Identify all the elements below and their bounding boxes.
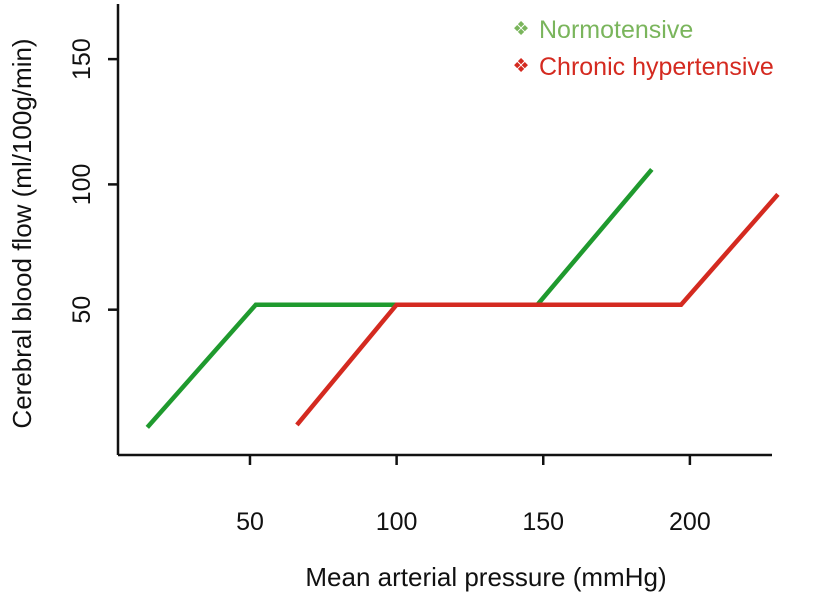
series-layer [145,167,780,429]
series-line-chronic-hypertensive [295,192,780,427]
legend-label-chronic-hypertensive: Chronic hypertensive [539,53,774,81]
y-tick-label-100: 100 [68,164,96,206]
x-tick-label-50: 50 [236,508,264,536]
legend-marker-normotensive-icon: ❖ [512,19,529,40]
legend-label-normotensive: Normotensive [539,16,693,44]
legend: ❖ Normotensive ❖ Chronic hypertensive [512,16,773,81]
y-tick-label-50: 50 [68,296,96,324]
legend-marker-chronic-hypertensive-icon: ❖ [512,56,529,77]
y-ticks: 50 100 150 [68,38,118,324]
x-tick-label-150: 150 [522,508,564,536]
x-tick-label-100: 100 [376,508,418,536]
y-axis-title: Cerebral blood flow (ml/100g/min) [7,38,37,428]
x-axis-title: Mean arterial pressure (mmHg) [305,562,666,592]
axes [116,4,772,457]
series-line-normotensive [145,167,654,429]
y-tick-label-150: 150 [68,38,96,80]
x-ticks: 50 100 150 200 [236,455,711,536]
x-tick-label-200: 200 [669,508,711,536]
